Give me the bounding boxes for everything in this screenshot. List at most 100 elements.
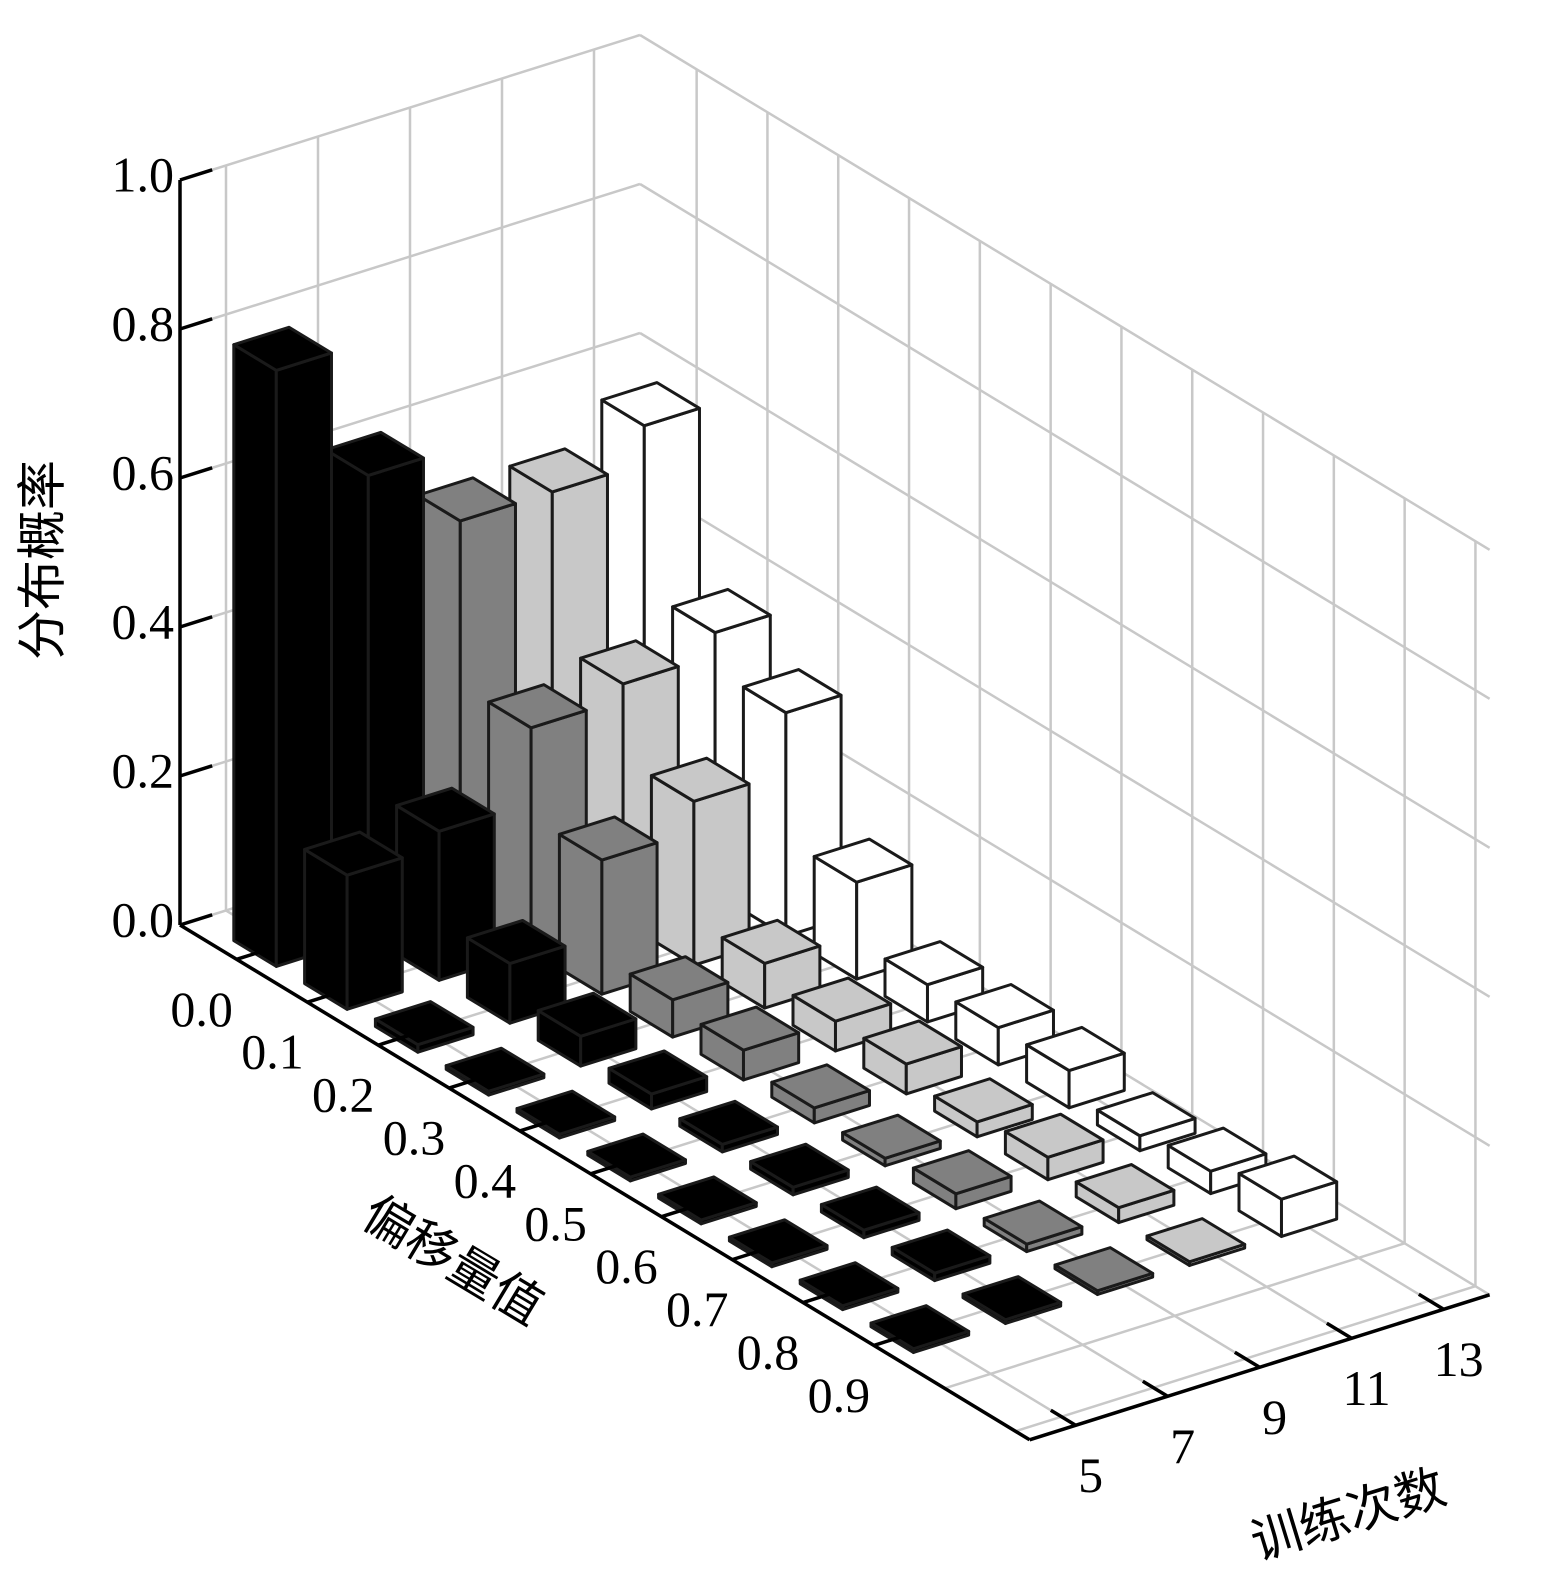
bar-top [678, 1099, 779, 1146]
y-tick [1325, 1321, 1353, 1340]
bar-top [982, 1199, 1084, 1246]
bar-top [515, 1089, 617, 1136]
bar [841, 1113, 942, 1168]
y-axis-label: 训练次数 [1245, 1459, 1453, 1571]
bars [232, 325, 1339, 1354]
bar-top [961, 1275, 1063, 1322]
bar-top [487, 683, 588, 730]
bar-side [303, 847, 349, 1011]
bar-top [1053, 1246, 1155, 1293]
bar [586, 1132, 687, 1183]
bar-top [933, 1077, 1034, 1124]
bar [798, 1261, 900, 1312]
bar [303, 830, 404, 1011]
z-tick [179, 168, 213, 182]
bar [465, 918, 567, 1025]
bar-top [607, 1049, 709, 1096]
x-tick-label: 0.6 [595, 1238, 658, 1294]
x-tick-label: 0.8 [737, 1324, 800, 1380]
bar [657, 1175, 758, 1226]
bar-top [1237, 1154, 1339, 1201]
y-tick-label: 11 [1343, 1360, 1391, 1416]
bar-top [869, 1304, 971, 1351]
bar-side [232, 343, 278, 968]
bar-top [232, 325, 333, 372]
bar-top [579, 639, 680, 686]
grid-line [639, 33, 1491, 551]
bar [373, 1000, 475, 1054]
bar [232, 325, 333, 968]
bar-top [1095, 1091, 1197, 1138]
bar [791, 976, 893, 1053]
bar-top [303, 830, 404, 877]
bar-top [890, 1228, 992, 1275]
bar [911, 1149, 1013, 1211]
z-tick-label: 0.8 [112, 295, 175, 351]
bar [1003, 1112, 1105, 1182]
x-tick-label: 0.9 [808, 1367, 871, 1423]
bar-top [819, 1185, 921, 1232]
x-tick-label: 0.4 [454, 1152, 517, 1208]
bar-top [557, 815, 659, 862]
bar-top [465, 918, 567, 966]
bar [557, 815, 659, 996]
x-tick-label: 0.3 [383, 1109, 446, 1165]
bar [890, 1228, 992, 1283]
x-tick [377, 1033, 411, 1047]
bar [770, 1063, 871, 1125]
z-tick-label: 1.0 [112, 146, 175, 202]
bar-top [727, 1218, 829, 1265]
x-tick-label: 0.0 [170, 981, 233, 1037]
bar-top [1003, 1112, 1105, 1159]
z-tick [179, 913, 213, 927]
x-tick [873, 1333, 907, 1348]
bar [649, 756, 751, 967]
bar-top [324, 430, 425, 477]
z-tick [179, 615, 213, 629]
grid-line [944, 1242, 1406, 1390]
y-tick-label: 7 [1170, 1418, 1195, 1474]
x-tick [306, 990, 341, 1004]
bar [961, 1275, 1063, 1325]
bar [444, 1046, 546, 1097]
bar [749, 1142, 850, 1197]
grid-line [639, 480, 1491, 998]
bar-top [841, 1113, 942, 1160]
bar [727, 1218, 829, 1269]
bar-top [749, 1142, 850, 1189]
bar-top [812, 837, 914, 884]
bar [536, 991, 638, 1068]
y-tick [1049, 1408, 1077, 1427]
z-tick-label: 0.2 [112, 742, 175, 798]
z-tick-label: 0.0 [112, 891, 175, 947]
z-tick-label: 0.6 [112, 444, 175, 500]
bar-front [345, 856, 404, 1011]
bar-top [1025, 1025, 1126, 1073]
x-tick [731, 1247, 765, 1262]
z-tick [179, 466, 213, 480]
bar-top [798, 1261, 900, 1308]
bar-top [883, 940, 985, 987]
bar [1025, 1025, 1126, 1110]
bar-top [671, 587, 772, 635]
y-tick [1233, 1350, 1261, 1369]
bar-top [954, 983, 1055, 1030]
bar [933, 1077, 1034, 1139]
bar-top [1166, 1126, 1268, 1173]
x-tick [448, 1076, 482, 1090]
bar [699, 1005, 801, 1082]
bar-top [1074, 1163, 1176, 1210]
y-tick-label: 9 [1262, 1389, 1287, 1445]
axes: 0.00.20.40.60.81.00.00.10.20.30.40.50.60… [112, 146, 1491, 1503]
x-tick [660, 1204, 695, 1219]
x-tick-label: 0.2 [312, 1067, 375, 1123]
y-tick-label: 13 [1434, 1331, 1484, 1387]
bar-top [628, 955, 730, 1002]
bar-top [657, 1175, 758, 1222]
z-tick [179, 764, 213, 778]
bar [1237, 1154, 1339, 1238]
y-tick-label: 5 [1078, 1447, 1103, 1503]
bar-top [536, 991, 638, 1038]
bar [1053, 1246, 1155, 1296]
